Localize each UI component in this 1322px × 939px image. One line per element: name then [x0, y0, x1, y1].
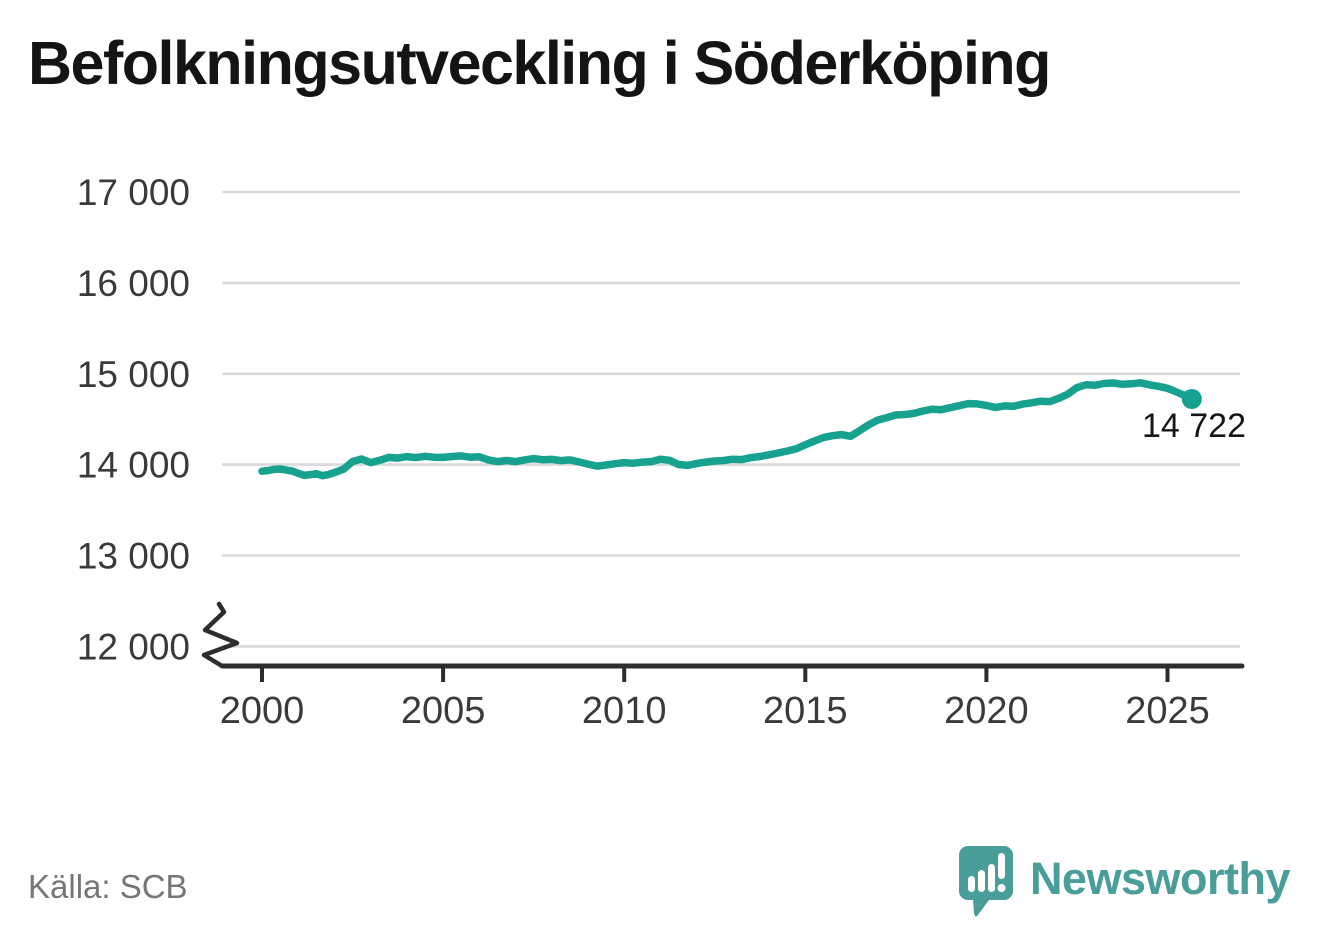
page-title: Befolkningsutveckling i Söderköping: [28, 29, 1051, 97]
population-line: [258, 379, 1196, 480]
x-tick-label-2020: 2020: [944, 690, 1029, 732]
x-tick-label-2025: 2025: [1125, 690, 1210, 732]
y-tick-label-12000: 12 000: [77, 626, 190, 667]
newsworthy-bubble-chart-icon: [958, 846, 1013, 917]
x-axis-tick-labels: 2000 2005 2010 2015 2020 2025: [220, 690, 1210, 732]
source-note: Källa: SCB: [28, 868, 188, 905]
y-tick-label-13000: 13 000: [77, 536, 190, 577]
y-tick-label-16000: 16 000: [77, 263, 190, 304]
x-tick-label-2005: 2005: [401, 690, 486, 732]
last-value-label: 14 722: [1142, 407, 1246, 445]
axis-break-icon: [201, 601, 240, 669]
y-tick-label-17000: 17 000: [77, 172, 190, 213]
x-tick-label-2000: 2000: [220, 690, 305, 732]
y-axis-tick-labels: 12 000 13 000 14 000 15 000 16 000 17 000: [77, 172, 190, 667]
newsworthy-logo: Newsworthy: [958, 843, 1291, 919]
population-series: [258, 379, 1202, 480]
y-tick-label-15000: 15 000: [77, 354, 190, 395]
newsworthy-logo-text: Newsworthy: [1029, 853, 1291, 904]
gridlines: [222, 190, 1240, 648]
series-end-dot: [1181, 389, 1202, 409]
x-tick-label-2010: 2010: [582, 690, 667, 732]
x-axis-ticks: [260, 668, 1170, 682]
y-tick-label-14000: 14 000: [77, 445, 190, 486]
x-tick-label-2015: 2015: [763, 690, 848, 732]
